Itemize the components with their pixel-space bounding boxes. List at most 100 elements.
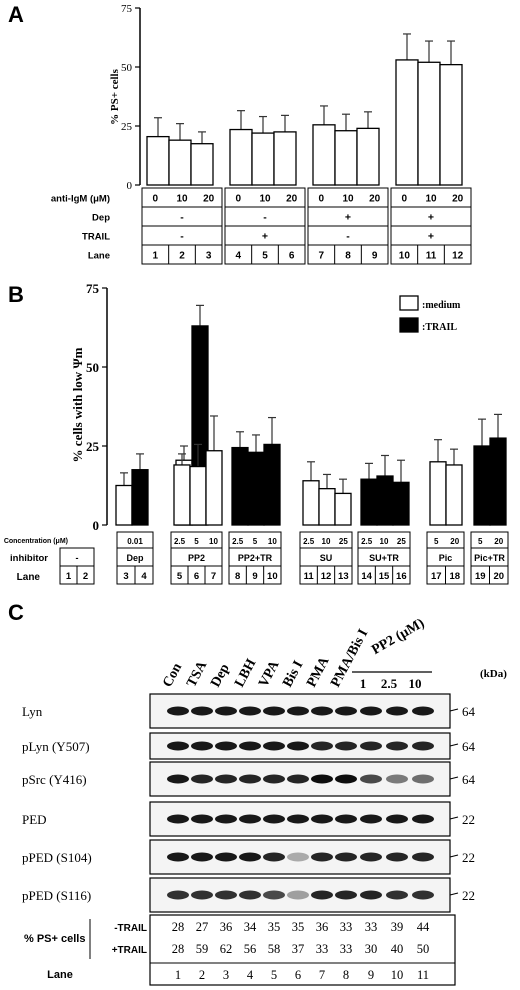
lane-number: 8 (343, 968, 349, 982)
blot-band (335, 774, 357, 784)
lane-number: 9 (368, 968, 374, 982)
ps-minus-value: 35 (292, 920, 305, 934)
ps-minus-value: 28 (172, 920, 185, 934)
bar-a-lane-3 (190, 143, 214, 186)
y-tick-label-a: 25 (121, 121, 133, 133)
table-value-a: 2 (179, 251, 185, 262)
table-value-a: 20 (452, 194, 464, 205)
table-value-b: 10 (322, 537, 331, 546)
lane-number: 11 (417, 968, 429, 982)
bar-b-lane-1 (115, 484, 133, 526)
blot-band (191, 852, 213, 862)
lane-header: PMA (304, 654, 333, 690)
table-value-b: 16 (396, 571, 407, 582)
blot-band (239, 774, 261, 784)
table-value-b: 2.5 (174, 537, 186, 546)
table-value-b: 9 (252, 571, 257, 582)
lane-header: VPA (256, 658, 283, 690)
ps-plus-value: 62 (220, 942, 233, 956)
bar-a-lane-8 (334, 130, 358, 186)
lane-number: 7 (319, 968, 325, 982)
blot-band (386, 706, 408, 716)
table-value-b: Pic+TR (474, 553, 505, 563)
table-value-b: 15 (379, 571, 390, 582)
blot-label: pPED (S116) (22, 888, 91, 903)
bar-b-lane-19 (473, 445, 491, 526)
table-cell-a (141, 244, 223, 265)
table-value-b: 1 (66, 571, 72, 582)
blot-band (239, 814, 261, 824)
row-label-a: anti-IgM (μM) (51, 194, 110, 205)
lane-number: 4 (247, 968, 254, 982)
table-value-a: + (428, 212, 434, 224)
blot-band (263, 890, 285, 900)
blot-band (287, 706, 309, 716)
bar-b-lane-15 (376, 475, 394, 526)
bar-b-lane-18 (445, 464, 463, 526)
blot-band (412, 814, 434, 824)
ps-plus-value: 50 (417, 942, 430, 956)
blot-band (311, 741, 333, 751)
table-value-b: 2 (83, 571, 88, 582)
bar-b-lane-8 (231, 446, 249, 526)
table-value-a: 12 (452, 251, 464, 262)
lane-header: Con (160, 661, 185, 690)
lane-number: 10 (391, 968, 404, 982)
table-value-a: + (262, 231, 268, 243)
table-value-a: 10 (399, 251, 411, 262)
table-value-b: 25 (339, 537, 348, 546)
blot-band (360, 852, 382, 862)
marker-tick (449, 708, 459, 712)
table-value-b: 5 (434, 537, 439, 546)
table-value-b: 17 (431, 571, 442, 582)
blot-band (167, 852, 189, 862)
ps-minus-value: 35 (268, 920, 281, 934)
table-value-b: 0.01 (127, 537, 143, 546)
blot-band (191, 706, 213, 716)
table-value-b: 19 (475, 571, 486, 582)
table-value-a: - (180, 231, 184, 243)
bar-b-lane-16 (392, 481, 410, 526)
blot-band (263, 814, 285, 824)
bar-a-lane-12 (439, 63, 463, 186)
blot-band (335, 741, 357, 751)
blot-band (167, 741, 189, 751)
table-value-b: 4 (141, 571, 147, 582)
table-cell-b (228, 565, 282, 585)
blot-label: pLyn (Y507) (22, 739, 90, 754)
blot-band (386, 741, 408, 751)
table-value-a: 0 (236, 194, 242, 205)
table-value-b: 5 (478, 537, 483, 546)
blot-label: Lyn (22, 704, 43, 719)
blot-marker: 22 (462, 888, 475, 903)
bar-b-lane-9 (247, 451, 265, 526)
ps-minus-value: 34 (244, 920, 257, 934)
blot-band (239, 890, 261, 900)
blot-band (386, 890, 408, 900)
blot-band (360, 814, 382, 824)
y-tick-label-b: 25 (86, 439, 100, 454)
blot-marker: 64 (462, 704, 476, 719)
ps-plus-value: 59 (196, 942, 209, 956)
kda-label: (kDa) (480, 668, 507, 680)
table-cell-b (299, 565, 353, 585)
table-value-a: 10 (342, 194, 354, 205)
blot-band (287, 814, 309, 824)
lane-header: Bis I (280, 658, 306, 689)
blot-band (335, 890, 357, 900)
table-value-a: 10 (259, 194, 271, 205)
blot-band (360, 741, 382, 751)
bar-b-lane-5 (173, 464, 191, 526)
table-cell-a (390, 244, 472, 265)
ps-plus-value: 33 (316, 942, 329, 956)
table-cell-a (307, 244, 389, 265)
blot-band (412, 706, 434, 716)
bar-b-lane-14 (360, 478, 378, 526)
bar-b-lane-13 (334, 492, 352, 526)
table-value-b: PP2+TR (238, 553, 273, 563)
table-value-a: 20 (203, 194, 215, 205)
blot-band (215, 852, 237, 862)
blot-band (287, 890, 309, 900)
table-value-a: 9 (372, 251, 378, 262)
row-minus-label: -TRAIL (114, 923, 147, 934)
